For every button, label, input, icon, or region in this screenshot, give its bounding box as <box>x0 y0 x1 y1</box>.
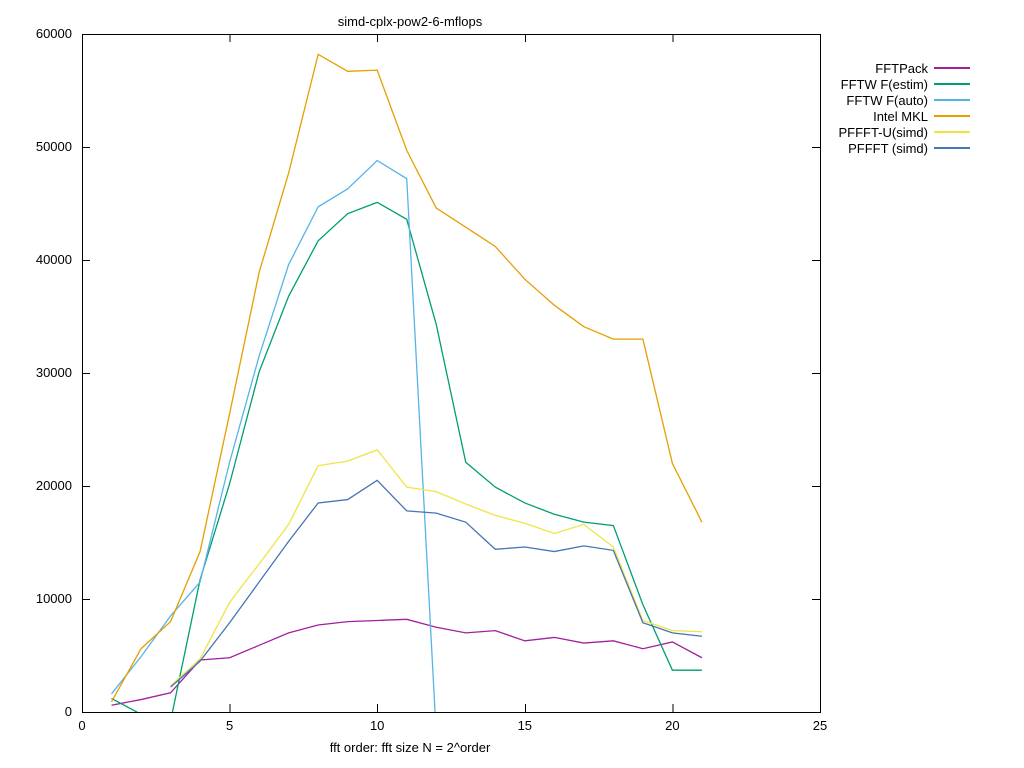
xtick-label: 15 <box>505 718 545 733</box>
xtick-label: 5 <box>210 718 250 733</box>
x-axis-label: fft order: fft size N = 2^order <box>0 740 820 755</box>
legend-label: FFTW F(estim) <box>841 77 934 92</box>
ytick-label: 30000 <box>12 365 72 380</box>
legend-label: PFFFT (simd) <box>848 141 934 156</box>
xtick-label: 25 <box>800 718 840 733</box>
xtick-label: 20 <box>652 718 692 733</box>
legend-label: Intel MKL <box>873 109 934 124</box>
legend-item: PFFFT (simd) <box>838 140 970 156</box>
ytick-label: 60000 <box>12 26 72 41</box>
legend-swatch <box>934 131 970 133</box>
series-pffft-u-simd- <box>171 450 702 686</box>
legend-swatch <box>934 99 970 101</box>
legend-item: FFTW F(auto) <box>838 92 970 108</box>
legend: FFTPackFFTW F(estim)FFTW F(auto)Intel MK… <box>838 60 970 156</box>
series-fftw-f-estim- <box>112 202 702 721</box>
ytick-label: 40000 <box>12 252 72 267</box>
ytick-label: 10000 <box>12 591 72 606</box>
legend-label: FFTPack <box>875 61 934 76</box>
legend-item: Intel MKL <box>838 108 970 124</box>
legend-swatch <box>934 147 970 149</box>
legend-swatch <box>934 67 970 69</box>
series-fftpack <box>112 619 702 705</box>
legend-label: PFFFT-U(simd) <box>838 125 934 140</box>
legend-swatch <box>934 83 970 85</box>
legend-label: FFTW F(auto) <box>846 93 934 108</box>
ytick-label: 50000 <box>12 139 72 154</box>
legend-item: FFTPack <box>838 60 970 76</box>
benchmark-chart: simd-cplx-pow2-6-mflops 0100002000030000… <box>0 0 1024 768</box>
ytick-label: 0 <box>12 704 72 719</box>
legend-item: PFFFT-U(simd) <box>838 124 970 140</box>
xtick-label: 10 <box>357 718 397 733</box>
series-fftw-f-auto- <box>112 161 437 735</box>
ytick-label: 20000 <box>12 478 72 493</box>
xtick-label: 0 <box>62 718 102 733</box>
series-pffft-simd- <box>171 480 702 687</box>
legend-swatch <box>934 115 970 117</box>
legend-item: FFTW F(estim) <box>838 76 970 92</box>
series-intel-mkl <box>112 54 702 701</box>
